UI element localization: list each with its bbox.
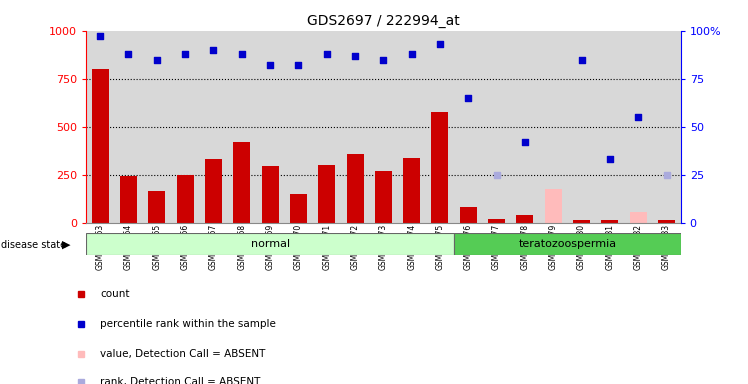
Bar (375, 171, 392, 223)
Point (632, 114, 644, 120)
Point (462, 95, 474, 101)
Bar (624, 31, 652, 223)
Bar (539, 31, 568, 223)
Bar (454, 233, 681, 255)
Point (519, 139, 531, 145)
Bar (482, 31, 511, 223)
Bar (92, 69, 108, 223)
Bar (516, 215, 533, 223)
Bar (86, 31, 114, 223)
Bar (601, 220, 619, 223)
Text: rank, Detection Call = ABSENT: rank, Detection Call = ABSENT (100, 377, 260, 384)
Point (123, 51, 135, 57)
Text: teratozoospermia: teratozoospermia (518, 239, 616, 249)
Title: GDS2697 / 222994_at: GDS2697 / 222994_at (307, 14, 460, 28)
Bar (432, 112, 449, 223)
Point (151, 56, 163, 63)
Point (576, 56, 588, 63)
Bar (171, 31, 199, 223)
Bar (86, 233, 454, 255)
Bar (460, 207, 476, 223)
Bar (370, 31, 397, 223)
Text: value, Detection Call = ABSENT: value, Detection Call = ABSENT (100, 349, 266, 359)
Bar (454, 31, 482, 223)
Point (377, 56, 389, 63)
Point (604, 156, 616, 162)
Bar (262, 167, 278, 223)
Bar (290, 194, 307, 223)
Point (491, 172, 503, 178)
Bar (256, 31, 284, 223)
Bar (568, 31, 595, 223)
Point (264, 62, 276, 68)
Point (292, 62, 304, 68)
Point (236, 51, 248, 57)
Bar (227, 31, 256, 223)
Bar (652, 31, 681, 223)
Bar (199, 31, 227, 223)
Point (660, 172, 672, 178)
Bar (573, 220, 590, 223)
Bar (318, 165, 335, 223)
Text: ▶: ▶ (62, 240, 70, 250)
Text: count: count (100, 289, 129, 299)
Bar (658, 220, 675, 223)
Point (180, 51, 191, 57)
Bar (313, 31, 341, 223)
Point (207, 47, 219, 53)
Bar (148, 191, 165, 223)
Bar (143, 31, 171, 223)
Bar (284, 31, 313, 223)
Bar (120, 176, 137, 223)
Bar (511, 31, 539, 223)
Bar (630, 212, 647, 223)
Bar (545, 189, 562, 223)
Bar (205, 159, 222, 223)
Bar (346, 154, 364, 223)
Bar (488, 219, 505, 223)
Bar (341, 31, 370, 223)
Bar (595, 31, 624, 223)
Point (321, 51, 333, 57)
Text: disease state: disease state (1, 240, 66, 250)
Text: percentile rank within the sample: percentile rank within the sample (100, 319, 276, 329)
Bar (397, 31, 426, 223)
Point (405, 51, 417, 57)
Bar (426, 31, 454, 223)
Bar (233, 142, 251, 223)
Bar (177, 175, 194, 223)
Bar (403, 159, 420, 223)
Point (349, 53, 361, 59)
Point (94, 33, 106, 40)
Point (434, 41, 446, 47)
Text: normal: normal (251, 239, 289, 249)
Bar (114, 31, 143, 223)
